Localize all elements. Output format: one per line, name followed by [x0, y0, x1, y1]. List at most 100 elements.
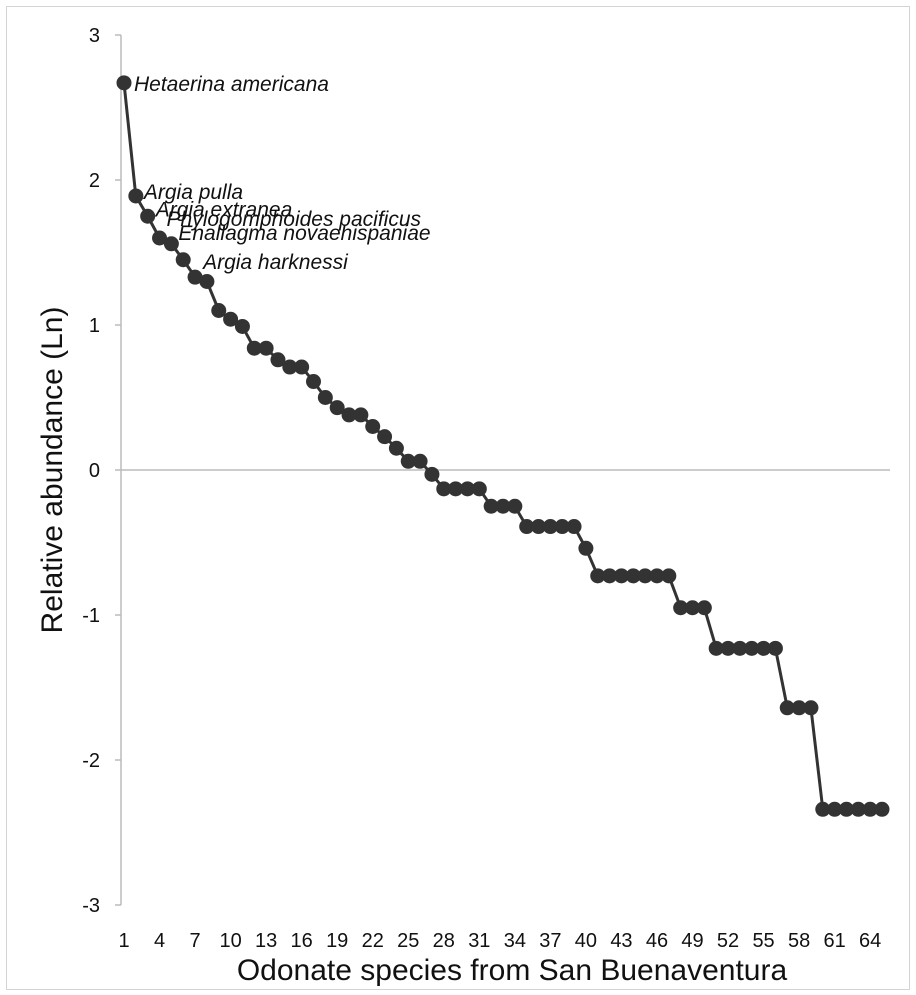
- data-point: [317, 390, 333, 405]
- x-tick-label: 13: [255, 930, 277, 952]
- data-point: [187, 269, 203, 285]
- data-point: [531, 519, 547, 535]
- x-tick-label: 31: [468, 930, 490, 952]
- data-point: [874, 801, 890, 817]
- data-point: [779, 700, 795, 716]
- data-point: [448, 481, 464, 497]
- data-point: [329, 400, 345, 416]
- data-point: [116, 75, 132, 91]
- data-point: [199, 274, 215, 289]
- y-tick-labels: 3 2 1 0 -1 -2 -3: [82, 25, 121, 917]
- species-annotation: Argia pulla: [142, 181, 243, 204]
- data-point: [519, 519, 535, 535]
- y-tick-label: -1: [82, 605, 100, 627]
- species-annotation: Phylogomphoides pacificus: [167, 208, 422, 231]
- data-point: [696, 600, 712, 616]
- x-tick-label: 64: [859, 930, 881, 952]
- data-point: [140, 208, 156, 224]
- data-point: [483, 498, 499, 514]
- data-point: [258, 340, 274, 356]
- data-point: [803, 700, 819, 716]
- x-tick-label: 40: [575, 930, 597, 952]
- x-tick-label: 1: [118, 930, 129, 952]
- data-point: [720, 640, 736, 656]
- y-tick-label: -2: [82, 750, 100, 772]
- x-tick-label: 49: [681, 930, 703, 952]
- data-point: [613, 568, 629, 584]
- chart-frame: [6, 6, 910, 990]
- data-point: [294, 359, 310, 375]
- data-point: [211, 303, 227, 318]
- x-axis-title: Odonate species from San Buenaventura: [237, 954, 788, 987]
- data-point: [436, 481, 452, 497]
- data-point: [377, 429, 393, 445]
- x-tick-label: 58: [788, 930, 810, 952]
- data-point: [306, 374, 321, 390]
- data-point: [767, 640, 783, 656]
- y-tick-label: 3: [89, 25, 100, 47]
- data-point: [708, 640, 724, 656]
- data-point: [554, 519, 570, 535]
- data-point: [744, 640, 760, 656]
- data-point: [246, 340, 262, 356]
- x-tick-label: 10: [219, 930, 241, 952]
- data-point: [542, 519, 558, 535]
- data-point: [590, 568, 606, 584]
- data-point: [270, 352, 286, 368]
- data-point: [649, 568, 665, 584]
- data-point: [128, 188, 144, 204]
- data-point: [175, 252, 191, 268]
- data-point: [424, 466, 440, 482]
- species-annotation: Hetaerina americana: [134, 73, 329, 96]
- y-tick-label: -3: [82, 895, 100, 917]
- data-point: [566, 519, 582, 535]
- x-tick-label: 22: [362, 930, 384, 952]
- y-tick-label: 1: [89, 315, 100, 337]
- data-point: [791, 700, 807, 716]
- data-point: [838, 801, 854, 817]
- x-tick-label: 16: [291, 930, 313, 952]
- x-tick-label: 25: [397, 930, 419, 952]
- x-tick-label: 4: [154, 930, 165, 952]
- species-annotation: Argia extranea: [154, 198, 293, 221]
- x-tick-label: 43: [610, 930, 632, 952]
- data-point: [507, 498, 523, 514]
- data-point: [341, 407, 357, 423]
- y-tick-label: 0: [89, 460, 100, 482]
- data-point: [234, 318, 250, 334]
- data-point: [412, 453, 428, 469]
- x-tick-label: 52: [717, 930, 739, 952]
- data-point: [685, 600, 700, 616]
- data-point: [459, 481, 475, 497]
- data-point: [353, 407, 369, 423]
- data-point: [862, 801, 878, 817]
- data-point: [388, 440, 404, 456]
- data-point: [163, 236, 179, 252]
- data-point: [578, 540, 594, 556]
- data-point: [850, 801, 866, 817]
- y-axis-title: Relative abundance (Ln): [36, 307, 69, 634]
- x-tick-label: 37: [539, 930, 561, 952]
- data-point: [400, 453, 416, 469]
- series: [116, 75, 890, 817]
- data-point: [152, 230, 168, 246]
- x-tick-label: 61: [824, 930, 846, 952]
- x-tick-label: 19: [326, 930, 348, 952]
- data-point: [827, 801, 843, 817]
- data-point: [815, 801, 831, 817]
- data-point: [471, 481, 487, 497]
- x-tick-label: 34: [504, 930, 526, 952]
- data-point: [495, 498, 511, 514]
- y-tick-label: 2: [89, 170, 100, 192]
- species-annotation: Enallagma novaehispaniae: [178, 222, 430, 245]
- data-point: [223, 311, 239, 327]
- data-point: [637, 568, 653, 584]
- x-tick-label: 55: [752, 930, 774, 952]
- data-point: [673, 600, 689, 616]
- data-point: [756, 640, 772, 656]
- data-point: [602, 568, 618, 584]
- data-point: [365, 419, 381, 434]
- x-tick-label: 7: [190, 930, 201, 952]
